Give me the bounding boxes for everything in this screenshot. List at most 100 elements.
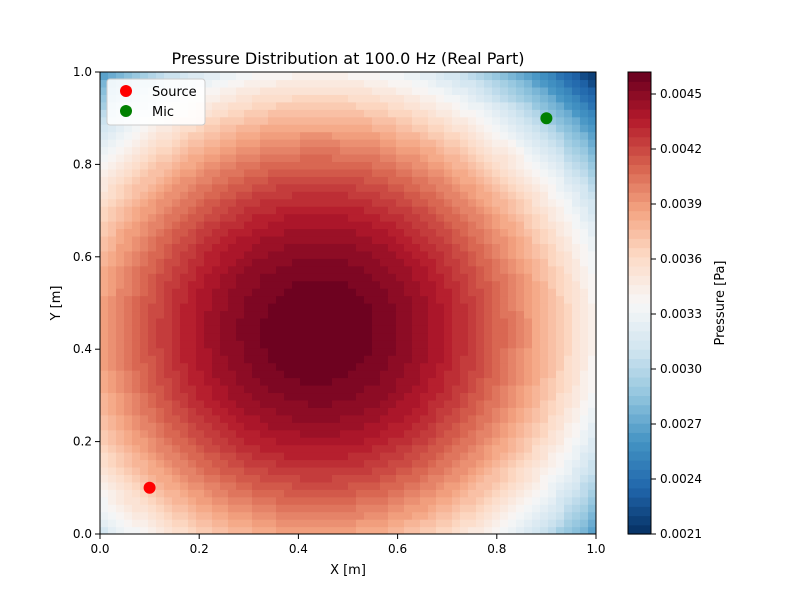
- contour-cell: [388, 221, 397, 229]
- contour-cell: [204, 474, 213, 482]
- contour-cell: [588, 214, 597, 222]
- contour-cell: [244, 266, 253, 274]
- contour-cell: [548, 139, 557, 147]
- contour-cell: [548, 512, 557, 520]
- contour-cell: [236, 504, 245, 512]
- contour-cell: [236, 303, 245, 311]
- contour-cell: [180, 147, 189, 155]
- contour-cell: [124, 228, 133, 236]
- contour-cell: [156, 147, 165, 155]
- contour-cell: [172, 459, 181, 467]
- contour-cell: [548, 378, 557, 386]
- contour-cell: [124, 296, 133, 304]
- contour-cell: [252, 221, 261, 229]
- contour-cell: [356, 310, 365, 318]
- contour-cell: [180, 355, 189, 363]
- contour-cell: [348, 467, 357, 475]
- contour-cell: [572, 109, 581, 117]
- contour-cell: [404, 378, 413, 386]
- contour-cell: [516, 147, 525, 155]
- contour-cell: [180, 221, 189, 229]
- contour-cell: [196, 370, 205, 378]
- contour-cell: [164, 251, 173, 259]
- contour-cell: [556, 102, 565, 110]
- contour-cell: [564, 266, 573, 274]
- contour-cell: [300, 191, 309, 199]
- contour-cell: [124, 303, 133, 311]
- contour-cell: [372, 228, 381, 236]
- contour-cell: [460, 385, 469, 393]
- contour-cell: [372, 221, 381, 229]
- contour-cell: [108, 169, 117, 177]
- contour-cell: [460, 445, 469, 453]
- contour-cell: [172, 318, 181, 326]
- colorbar-band: [628, 248, 651, 258]
- colorbar-band: [628, 220, 651, 230]
- contour-cell: [268, 482, 277, 490]
- contour-cell: [340, 489, 349, 497]
- contour-cell: [148, 139, 157, 147]
- contour-cell: [148, 370, 157, 378]
- contour-cell: [228, 310, 237, 318]
- contour-cell: [452, 199, 461, 207]
- contour-cell: [220, 452, 229, 460]
- contour-cell: [436, 325, 445, 333]
- contour-cell: [116, 318, 125, 326]
- contour-cell: [252, 132, 261, 140]
- contour-cell: [164, 392, 173, 400]
- contour-cell: [268, 497, 277, 505]
- contour-cell: [324, 318, 333, 326]
- contour-cell: [580, 452, 589, 460]
- contour-cell: [468, 474, 477, 482]
- contour-cell: [444, 117, 453, 125]
- contour-cell: [316, 467, 325, 475]
- contour-cell: [452, 333, 461, 341]
- contour-cell: [332, 72, 341, 80]
- contour-cell: [508, 266, 517, 274]
- contour-cell: [500, 79, 509, 87]
- contour-cell: [340, 392, 349, 400]
- contour-cell: [132, 445, 141, 453]
- contour-cell: [420, 228, 429, 236]
- contour-cell: [492, 228, 501, 236]
- contour-cell: [212, 310, 221, 318]
- contour-cell: [100, 281, 109, 289]
- contour-cell: [284, 482, 293, 490]
- contour-cell: [204, 72, 213, 80]
- contour-cell: [164, 184, 173, 192]
- contour-cell: [348, 281, 357, 289]
- contour-cell: [588, 161, 597, 169]
- contour-cell: [140, 206, 149, 214]
- contour-cell: [124, 169, 133, 177]
- contour-cell: [164, 199, 173, 207]
- contour-cell: [332, 273, 341, 281]
- contour-cell: [444, 251, 453, 259]
- contour-cell: [420, 489, 429, 497]
- contour-cell: [140, 169, 149, 177]
- contour-cell: [268, 191, 277, 199]
- contour-cell: [316, 325, 325, 333]
- contour-cell: [436, 251, 445, 259]
- contour-cell: [268, 281, 277, 289]
- contour-cell: [572, 243, 581, 251]
- contour-cell: [356, 102, 365, 110]
- contour-cell: [140, 228, 149, 236]
- contour-cell: [268, 437, 277, 445]
- contour-cell: [260, 251, 269, 259]
- contour-cell: [180, 527, 189, 535]
- contour-cell: [108, 497, 117, 505]
- contour-cell: [508, 191, 517, 199]
- contour-cell: [108, 415, 117, 423]
- contour-cell: [476, 258, 485, 266]
- contour-cell: [236, 236, 245, 244]
- contour-cell: [180, 243, 189, 251]
- contour-cell: [116, 139, 125, 147]
- contour-cell: [372, 79, 381, 87]
- contour-cell: [292, 206, 301, 214]
- contour-cell: [316, 333, 325, 341]
- contour-cell: [356, 228, 365, 236]
- contour-cell: [260, 273, 269, 281]
- contour-cell: [500, 512, 509, 520]
- contour-cell: [428, 407, 437, 415]
- contour-cell: [204, 385, 213, 393]
